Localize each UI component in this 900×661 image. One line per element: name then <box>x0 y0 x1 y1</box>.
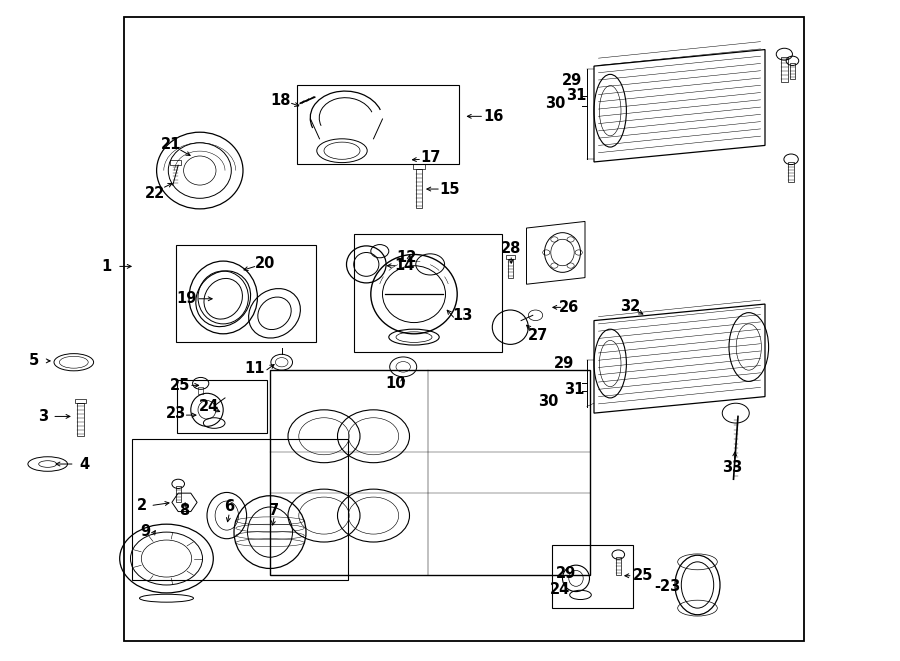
Bar <box>75 399 86 403</box>
Text: 24: 24 <box>199 399 219 414</box>
Text: 16: 16 <box>483 109 503 124</box>
Text: 32: 32 <box>620 299 640 313</box>
Text: 22: 22 <box>145 186 165 200</box>
Text: 30: 30 <box>545 97 565 111</box>
Text: 4: 4 <box>79 457 90 471</box>
Text: 24: 24 <box>550 582 570 597</box>
Bar <box>170 160 181 165</box>
Text: 10: 10 <box>386 376 406 391</box>
Text: 8: 8 <box>179 503 190 518</box>
Text: 21: 21 <box>161 137 181 151</box>
Text: 19: 19 <box>176 292 196 306</box>
Text: 30: 30 <box>538 394 558 408</box>
Text: 12: 12 <box>397 251 417 265</box>
Text: 3: 3 <box>38 409 49 424</box>
Bar <box>76 403 84 436</box>
Text: 13: 13 <box>453 309 472 323</box>
Text: 1: 1 <box>101 259 112 274</box>
Text: 31: 31 <box>564 383 584 397</box>
Text: 15: 15 <box>440 182 460 196</box>
Bar <box>177 380 267 433</box>
Text: 31: 31 <box>566 88 586 102</box>
Bar <box>781 57 788 82</box>
Text: 9: 9 <box>140 524 151 539</box>
Bar <box>132 439 348 580</box>
Text: 29: 29 <box>562 73 582 88</box>
Bar <box>416 169 422 208</box>
Text: 27: 27 <box>528 328 548 342</box>
Text: 7: 7 <box>269 503 280 518</box>
Text: 29: 29 <box>554 356 574 371</box>
Text: 11: 11 <box>245 361 265 375</box>
Bar <box>413 164 425 169</box>
Text: 25: 25 <box>633 568 652 583</box>
Text: 6: 6 <box>224 500 235 514</box>
Text: -23: -23 <box>654 580 681 594</box>
Text: 17: 17 <box>420 150 440 165</box>
Bar <box>176 486 181 502</box>
Bar <box>616 557 621 575</box>
Bar <box>790 63 795 79</box>
Text: 28: 28 <box>501 241 521 256</box>
Bar <box>124 17 804 641</box>
Text: 2: 2 <box>137 498 148 513</box>
Text: 20: 20 <box>256 256 275 270</box>
Bar <box>788 162 794 182</box>
Text: 18: 18 <box>271 93 291 108</box>
Bar <box>297 85 459 164</box>
Text: 23: 23 <box>166 406 186 420</box>
Text: 14: 14 <box>395 258 415 273</box>
Text: 29: 29 <box>556 566 576 580</box>
Bar <box>176 245 316 342</box>
Text: 25: 25 <box>170 378 190 393</box>
Bar <box>506 255 515 259</box>
Text: 26: 26 <box>559 300 579 315</box>
Bar <box>508 259 513 278</box>
Bar <box>270 370 590 575</box>
Bar <box>552 545 633 608</box>
Bar <box>354 234 502 352</box>
Bar <box>198 387 203 394</box>
Text: 33: 33 <box>723 461 742 475</box>
Text: 5: 5 <box>29 354 40 368</box>
